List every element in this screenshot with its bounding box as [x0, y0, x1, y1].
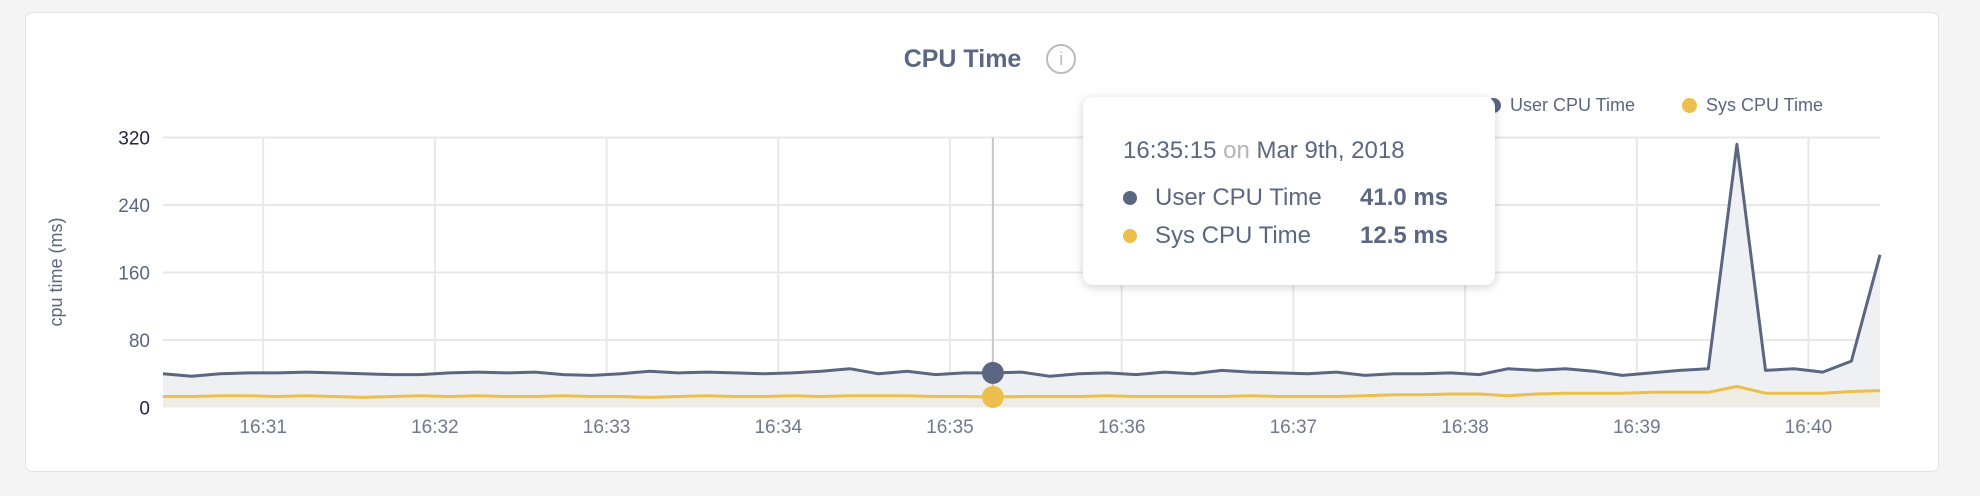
legend-item-user[interactable]: User CPU Time — [1486, 95, 1635, 116]
tooltip-row-user: User CPU Time 41.0 ms — [1123, 179, 1495, 217]
tooltip-date: Mar 9th, 2018 — [1256, 137, 1405, 164]
x-tick-label: 16:35 — [926, 417, 974, 438]
tooltip-value: 12.5 ms — [1360, 222, 1449, 249]
user-dot-icon — [1123, 191, 1137, 205]
tooltip-value: 41.0 ms — [1360, 184, 1449, 211]
series-line-0 — [162, 142, 1882, 378]
chart-title-row: CPU Time i — [0, 44, 1980, 75]
tooltip-time: 16:35:15 — [1123, 137, 1217, 164]
tooltip: 16:35:15 on Mar 9th, 2018 User CPU Time … — [1083, 97, 1495, 285]
series-areas — [163, 144, 1880, 408]
x-tick-label: 16:34 — [754, 417, 802, 438]
axis-labels: 0 80 160 240 320 16:31 16:32 16:33 16:34 16:35 16:… — [118, 129, 1832, 439]
y-tick-label: 80 — [129, 331, 150, 352]
x-tick-label: 16:31 — [239, 417, 287, 438]
x-tick-label: 16:37 — [1270, 417, 1318, 438]
series-lines — [162, 142, 1882, 399]
y-axis-title: cpu time (ms) — [46, 217, 66, 326]
x-tick-label: 16:33 — [583, 417, 631, 438]
tooltip-on: on — [1223, 137, 1250, 164]
y-tick-label: 0 — [139, 399, 150, 420]
y-tick-label: 320 — [118, 129, 150, 150]
y-tick-label: 160 — [118, 264, 150, 285]
x-tick-label: 16:36 — [1098, 417, 1146, 438]
chart-title: CPU Time — [903, 44, 1022, 73]
tooltip-label: User CPU Time — [1155, 184, 1322, 211]
sys-dot-icon — [1123, 229, 1137, 243]
sys-legend-dot — [1682, 98, 1697, 113]
legend-label: Sys CPU Time — [1706, 95, 1824, 115]
legend-item-sys[interactable]: Sys CPU Time — [1682, 95, 1823, 116]
legend-label: User CPU Time — [1510, 95, 1636, 115]
hover-marker — [981, 137, 1004, 408]
series-area-0 — [163, 144, 1880, 408]
x-tick-label: 16:38 — [1441, 417, 1489, 438]
grid — [163, 136, 1880, 408]
tooltip-label: Sys CPU Time — [1155, 222, 1312, 249]
x-tick-label: 16:40 — [1785, 417, 1833, 438]
info-circle-icon[interactable]: i — [1046, 44, 1077, 75]
series-line-1 — [163, 384, 1881, 399]
x-tick-label: 16:32 — [411, 417, 459, 438]
hover-point-1 — [981, 385, 1004, 408]
tooltip-header: 16:35:15 on Mar 9th, 2018 — [1123, 137, 1495, 165]
y-tick-label: 240 — [118, 196, 150, 217]
tooltip-row-sys: Sys CPU Time 12.5 ms — [1123, 217, 1495, 255]
x-tick-label: 16:39 — [1613, 417, 1661, 438]
hover-point-0 — [981, 361, 1004, 384]
